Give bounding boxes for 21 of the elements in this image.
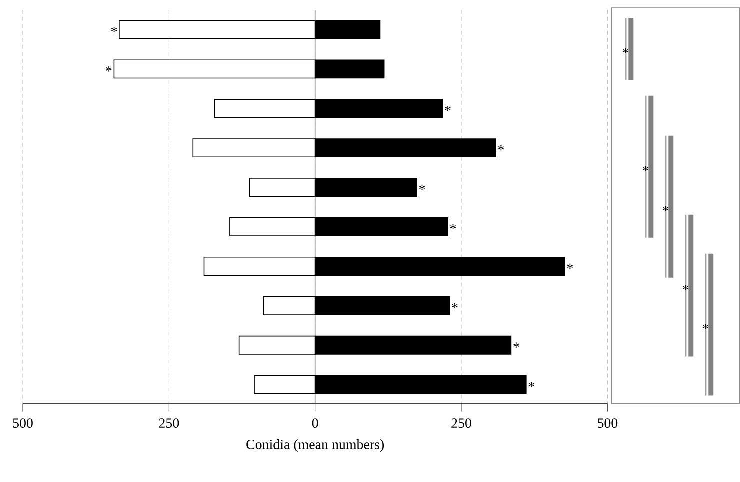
text: * (682, 285, 688, 291)
annotation: * (567, 264, 574, 270)
annotation: * (111, 27, 118, 32)
annotation: * (450, 224, 456, 230)
text: * (662, 206, 668, 212)
x-tick-label: 500 (598, 418, 618, 428)
x-tick-label: 0 (312, 418, 318, 428)
annotation: * (106, 66, 112, 72)
annotation: * (514, 342, 520, 348)
text: * (702, 324, 708, 330)
x-tick-label: 250 (159, 418, 180, 428)
text: * (642, 166, 648, 172)
annotation: * (498, 146, 504, 151)
annotation: * (445, 106, 451, 112)
x-tick-label: 250 (452, 418, 472, 428)
x-axis-title: Conidia (mean numbers) (246, 440, 384, 452)
annotation: * (419, 185, 426, 190)
annotation: * (528, 382, 534, 388)
text: * (622, 48, 628, 54)
x-tick-label: 500 (13, 418, 33, 428)
annotation: * (452, 303, 458, 309)
